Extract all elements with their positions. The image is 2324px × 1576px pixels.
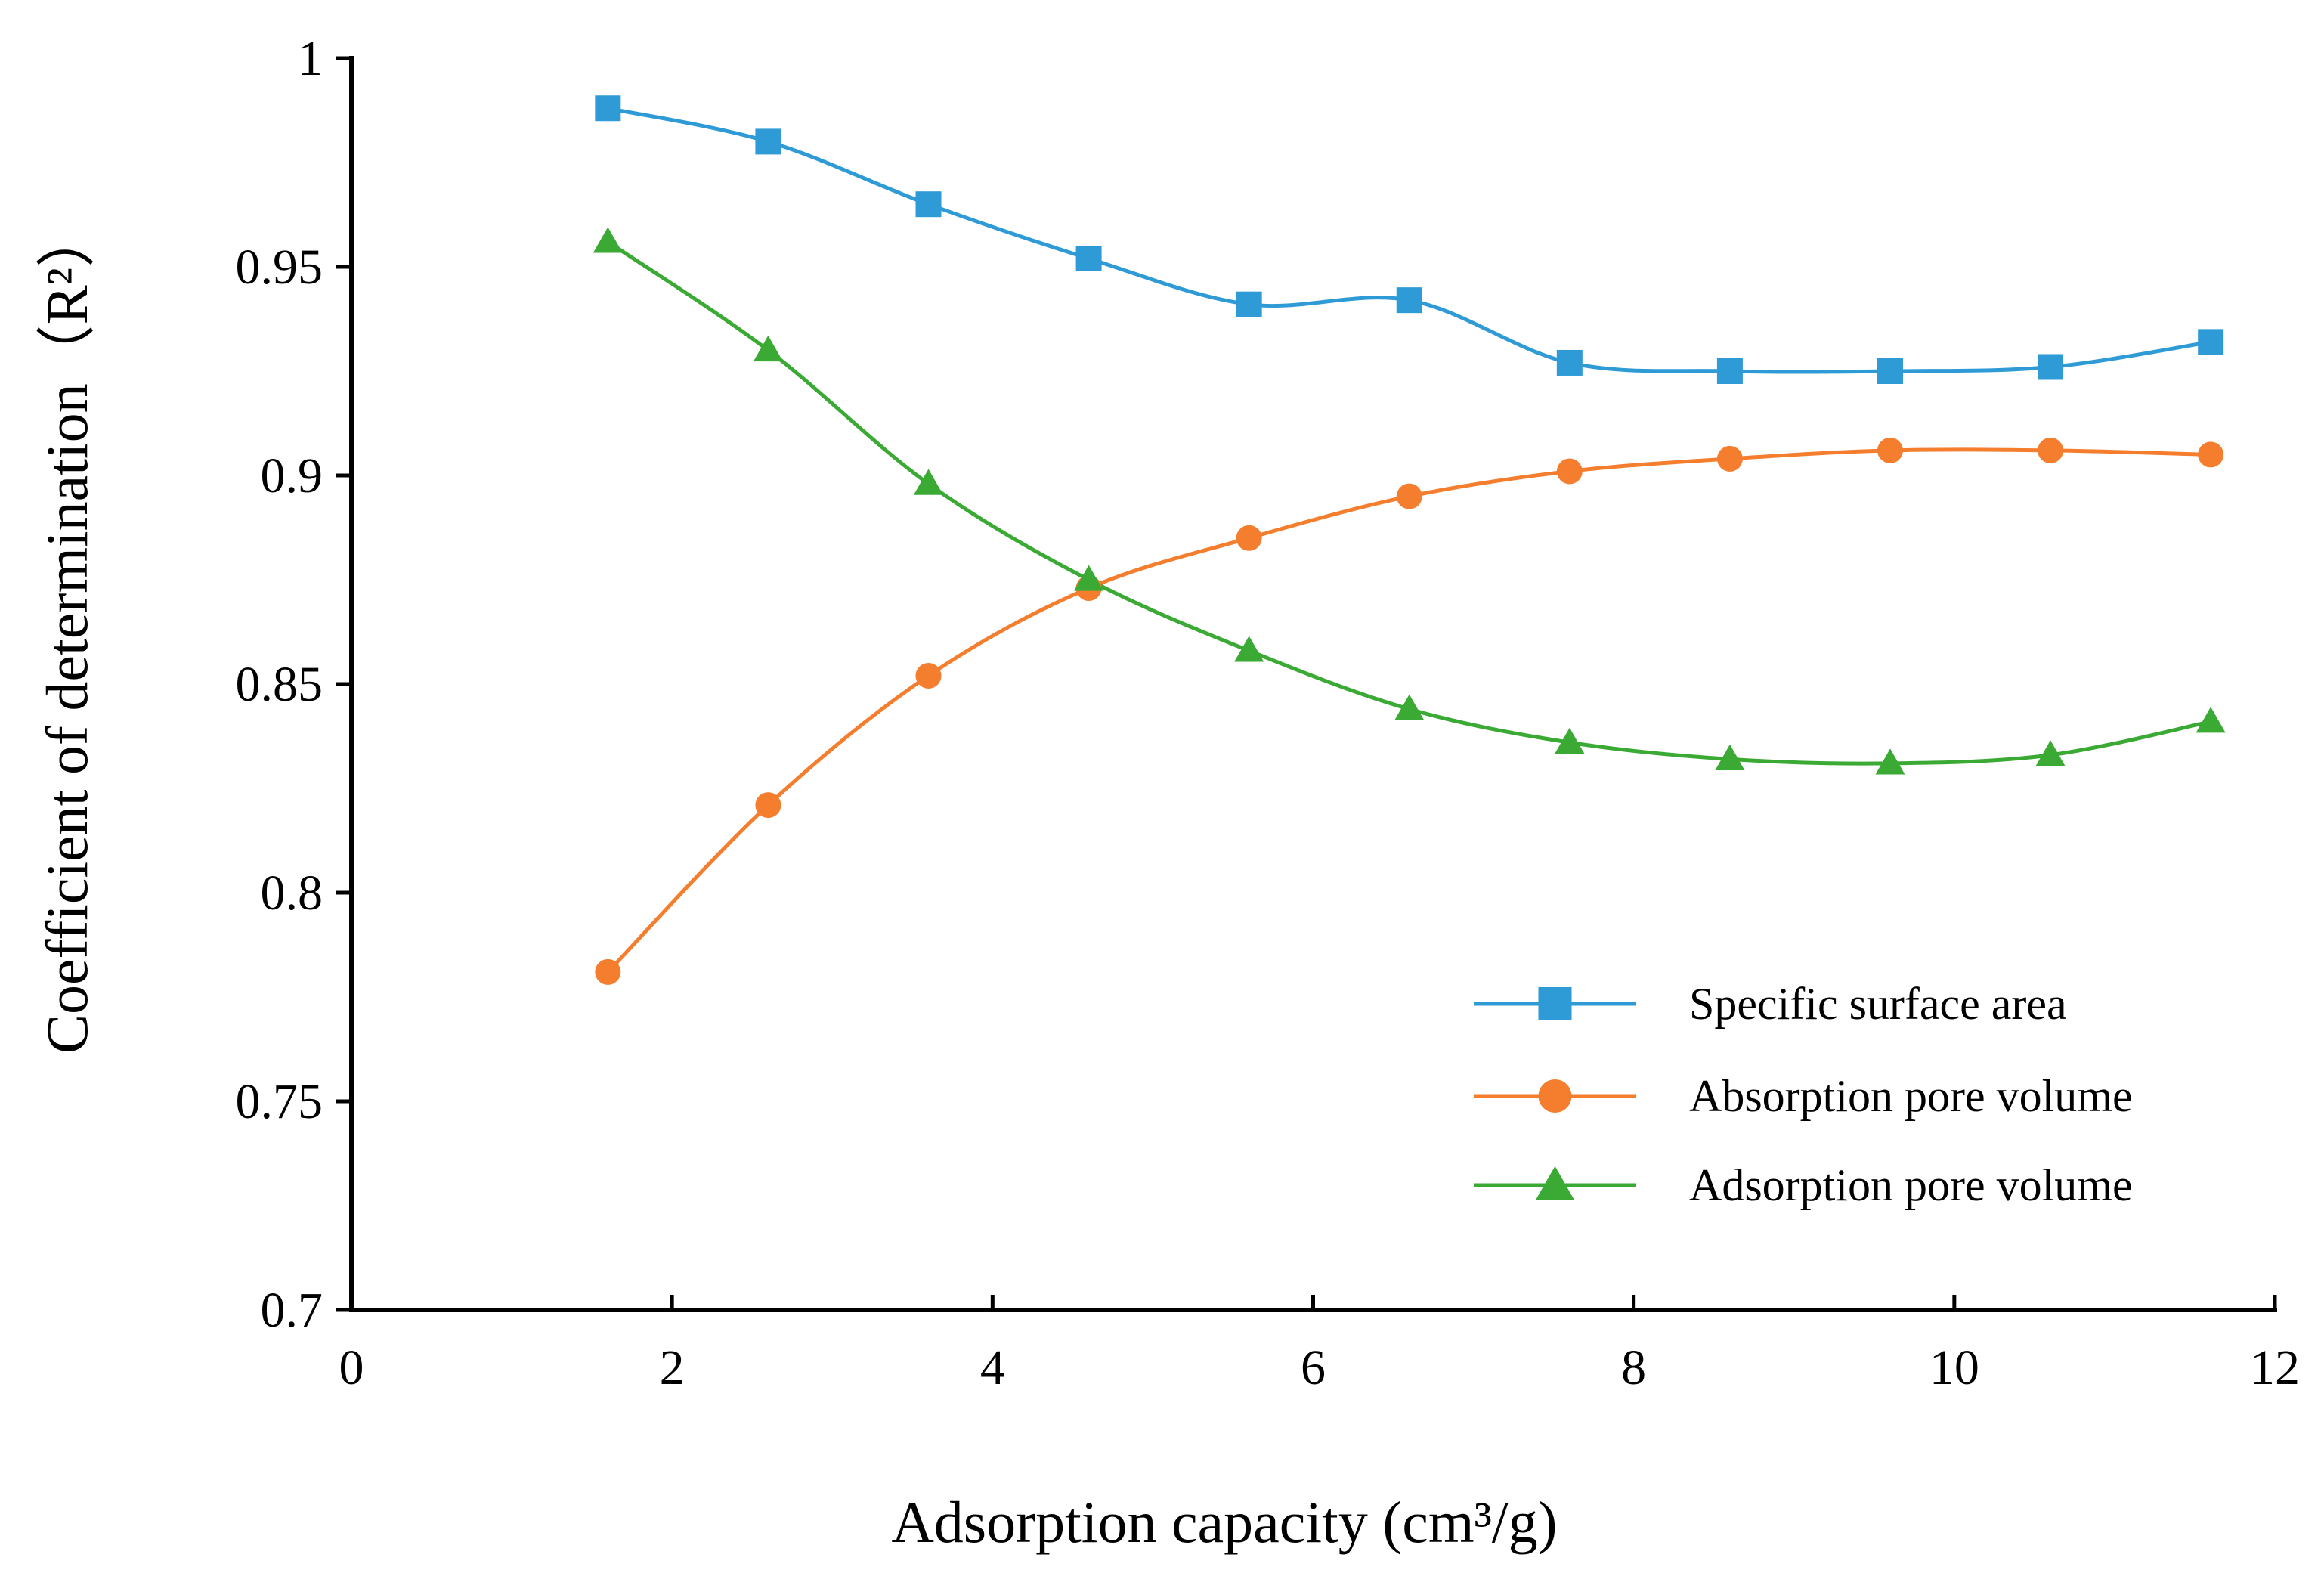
y-tick-label: 0.7	[261, 1283, 323, 1338]
legend-label: Absorption pore volume	[1689, 1071, 2133, 1121]
x-tick-label: 4	[980, 1340, 1005, 1395]
y-tick-label: 0.9	[261, 448, 323, 503]
data-point-specific-surface-area	[915, 191, 942, 218]
legend: Specific surface area Absorption pore vol…	[1474, 979, 2133, 1210]
legend-label: Specific surface area	[1689, 979, 2067, 1029]
x-tick-label: 10	[1929, 1340, 1979, 1395]
data-point-absorption-pore-volume	[755, 792, 781, 819]
data-point-absorption-pore-volume	[1236, 525, 1262, 551]
y-tick-label: 0.75	[236, 1074, 323, 1129]
data-point-adsorption-pore-volume	[1234, 636, 1264, 662]
x-tick-label: 8	[1621, 1340, 1646, 1395]
data-point-absorption-pore-volume	[1877, 437, 1903, 463]
axes	[349, 56, 2277, 1312]
data-point-adsorption-pore-volume	[1875, 748, 1905, 775]
data-point-adsorption-pore-volume	[753, 335, 783, 362]
legend-label: Adsorption pore volume	[1689, 1160, 2133, 1210]
data-point-adsorption-pore-volume	[1394, 694, 1425, 720]
data-point-adsorption-pore-volume	[1074, 565, 1104, 591]
data-point-specific-surface-area	[2038, 354, 2064, 380]
data-point-adsorption-pore-volume	[913, 469, 944, 495]
data-point-specific-surface-area	[1236, 291, 1262, 317]
data-point-absorption-pore-volume	[1556, 458, 1583, 485]
x-tick-label: 6	[1301, 1340, 1326, 1395]
legend-marker	[1538, 1079, 1572, 1113]
y-tick-label: 0.85	[236, 657, 323, 712]
data-point-absorption-pore-volume	[1396, 483, 1422, 509]
data-point-absorption-pore-volume	[595, 958, 621, 985]
data-point-absorption-pore-volume	[2198, 441, 2224, 468]
data-point-absorption-pore-volume	[1716, 445, 1743, 472]
plot-lines	[606, 106, 2211, 974]
data-point-specific-surface-area	[755, 128, 781, 155]
y-tick-label: 1	[298, 31, 323, 86]
data-point-specific-surface-area	[1075, 245, 1102, 271]
x-tick-label: 2	[660, 1340, 685, 1395]
data-point-specific-surface-area	[1396, 287, 1422, 314]
data-point-specific-surface-area	[1877, 358, 1903, 384]
series-line-adsorption-pore-volume	[606, 240, 2211, 766]
data-point-adsorption-pore-volume	[1555, 727, 1585, 754]
y-tick-label: 0.8	[261, 865, 323, 921]
y-tick-label: 0.95	[236, 240, 323, 295]
data-point-specific-surface-area	[595, 95, 621, 122]
y-ticks: 0.7 0.75 0.8 0.85 0.9 0.95 1	[236, 31, 351, 1338]
x-ticks: 0 2 4 6 8 10 12	[339, 1295, 2300, 1395]
x-tick-label: 0	[339, 1340, 364, 1395]
data-point-absorption-pore-volume	[915, 662, 942, 689]
data-point-adsorption-pore-volume	[593, 227, 623, 253]
y-axis-title: Coefficient of determination（R²）	[34, 209, 100, 1054]
data-point-adsorption-pore-volume	[2035, 740, 2066, 766]
plot-markers	[593, 95, 2226, 985]
legend-marker	[1536, 1166, 1574, 1200]
data-point-adsorption-pore-volume	[1715, 744, 1745, 771]
data-point-adsorption-pore-volume	[2196, 707, 2226, 733]
data-point-specific-surface-area	[1556, 349, 1583, 376]
x-tick-label: 12	[2250, 1340, 2300, 1395]
x-axis-title: Adsorption capacity (cm³/g)	[891, 1489, 1557, 1555]
legend-marker	[1538, 987, 1572, 1020]
series-line-absorption-pore-volume	[606, 447, 2211, 974]
data-point-specific-surface-area	[2198, 329, 2224, 355]
data-point-specific-surface-area	[1716, 358, 1743, 384]
data-point-absorption-pore-volume	[2038, 437, 2064, 463]
series-line-specific-surface-area	[607, 106, 2211, 374]
